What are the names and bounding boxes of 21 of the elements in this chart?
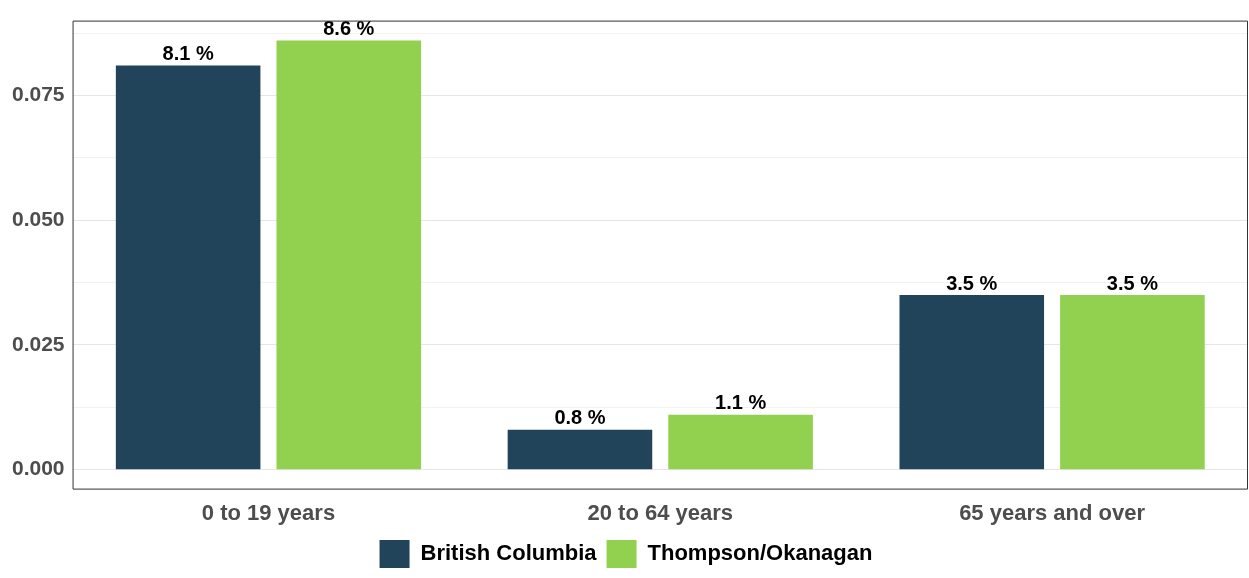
y-tick-label: 0.075 bbox=[11, 82, 65, 106]
x-tick-label: 65 years and over bbox=[959, 499, 1146, 525]
data-label: 8.1 % bbox=[162, 42, 214, 65]
legend-label: British Columbia bbox=[420, 540, 598, 566]
y-tick-label: 0.000 bbox=[11, 456, 65, 480]
bar bbox=[668, 414, 813, 470]
legend-label: Thompson/Okanagan bbox=[647, 540, 873, 566]
bar bbox=[507, 429, 653, 470]
data-label: 3.5 % bbox=[946, 271, 998, 294]
bar bbox=[115, 65, 261, 470]
data-label: 3.5 % bbox=[1106, 271, 1159, 294]
y-tick-label: 0.025 bbox=[11, 331, 65, 355]
x-tick-label: 20 to 64 years bbox=[587, 499, 734, 525]
y-tick-label: 0.050 bbox=[11, 206, 65, 230]
bar bbox=[276, 40, 422, 470]
data-label: 1.1 % bbox=[715, 391, 767, 414]
data-label: 8.6 % bbox=[323, 17, 375, 40]
bar bbox=[899, 295, 1045, 470]
bar bbox=[1060, 295, 1205, 470]
data-label: 0.8 % bbox=[554, 406, 606, 429]
x-tick-label: 0 to 19 years bbox=[201, 499, 336, 525]
